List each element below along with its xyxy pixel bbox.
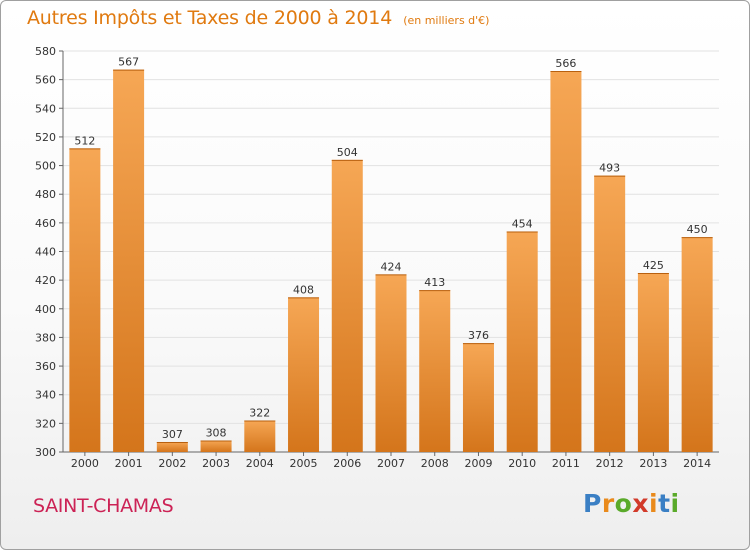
bar-2001 [113, 69, 145, 452]
value-label-2006: 504 [337, 146, 358, 159]
bar-2003 [200, 440, 232, 452]
brand-letter: t [658, 489, 671, 518]
label-layer: 512 567 307 308 322 408 504 424 413 376 454 566 493 4… [74, 56, 707, 441]
y-tick-label: 440 [35, 246, 56, 259]
y-tick-label: 420 [35, 274, 56, 287]
y-tick-label: 580 [35, 45, 56, 58]
x-tick-label-2009: 2009 [464, 457, 492, 470]
chart-title: Autres Impôts et Taxes de 2000 à 2014 [27, 7, 393, 29]
value-label-2009: 376 [468, 329, 489, 342]
bar-2005 [288, 297, 320, 452]
x-tick-label-2002: 2002 [158, 457, 186, 470]
brand-logo: Proxiti [583, 489, 680, 518]
x-tick-label-2011: 2011 [552, 457, 580, 470]
brand-letter: r [601, 489, 615, 518]
y-tick-label: 460 [35, 217, 56, 230]
x-tick-label-2003: 2003 [202, 457, 230, 470]
brand-letter: x [632, 489, 649, 518]
brand-letter: i [670, 489, 680, 518]
x-tick-label-2008: 2008 [421, 457, 449, 470]
value-label-2005: 408 [293, 283, 314, 296]
y-tick-label: 400 [35, 303, 56, 316]
bar-2011 [550, 71, 582, 453]
y-tick-label: 320 [35, 417, 56, 430]
x-tick-label-2001: 2001 [115, 457, 143, 470]
value-label-2004: 322 [249, 406, 270, 419]
x-tick-label-2010: 2010 [508, 457, 536, 470]
bar-2013 [637, 272, 669, 452]
value-label-2010: 454 [512, 217, 533, 230]
value-label-2000: 512 [74, 134, 95, 147]
title-line: Autres Impôts et Taxes de 2000 à 2014 (e… [27, 7, 489, 29]
x-tick-label-2007: 2007 [377, 457, 405, 470]
brand-letter: i [649, 489, 659, 518]
bar-2006 [331, 159, 363, 453]
city-name: SAINT-CHAMAS [33, 495, 174, 517]
value-label-2007: 424 [381, 260, 402, 273]
y-tick-label: 500 [35, 160, 56, 173]
bar-2002 [156, 441, 188, 452]
y-tick-label: 540 [35, 102, 56, 115]
chart-unit: (en milliers d'€) [403, 14, 490, 27]
brand-letter: P [583, 489, 602, 518]
y-tick-label: 480 [35, 188, 56, 201]
y-tick-label: 560 [35, 74, 56, 87]
bar-2014 [681, 237, 713, 452]
value-label-2014: 450 [687, 223, 708, 236]
x-tick-label-2005: 2005 [290, 457, 318, 470]
x-tick-label-2012: 2012 [596, 457, 624, 470]
y-tick-label: 520 [35, 131, 56, 144]
bar-2010 [506, 231, 538, 452]
value-label-2003: 308 [206, 427, 227, 440]
brand-letter: o [614, 489, 633, 518]
x-tick-label-2014: 2014 [683, 457, 711, 470]
bar-2012 [594, 175, 626, 452]
value-label-2008: 413 [424, 276, 445, 289]
x-tick-label-2013: 2013 [639, 457, 667, 470]
value-label-2001: 567 [118, 56, 139, 69]
value-label-2002: 307 [162, 428, 183, 441]
x-tick-label-2000: 2000 [71, 457, 99, 470]
bar-layer [69, 69, 713, 453]
value-label-2012: 493 [599, 162, 620, 175]
y-tick-label: 300 [35, 446, 56, 459]
x-tick-label-2006: 2006 [333, 457, 361, 470]
bar-2000 [69, 148, 101, 452]
value-label-2013: 425 [643, 259, 664, 272]
y-tick-label: 380 [35, 331, 56, 344]
y-tick-label: 360 [35, 360, 56, 373]
y-tick-label: 340 [35, 389, 56, 402]
x-tick-label-2004: 2004 [246, 457, 274, 470]
bar-2008 [419, 290, 451, 452]
value-label-2011: 566 [555, 57, 576, 70]
bar-2007 [375, 274, 407, 452]
bar-2009 [462, 343, 494, 452]
bar-2004 [244, 420, 276, 452]
